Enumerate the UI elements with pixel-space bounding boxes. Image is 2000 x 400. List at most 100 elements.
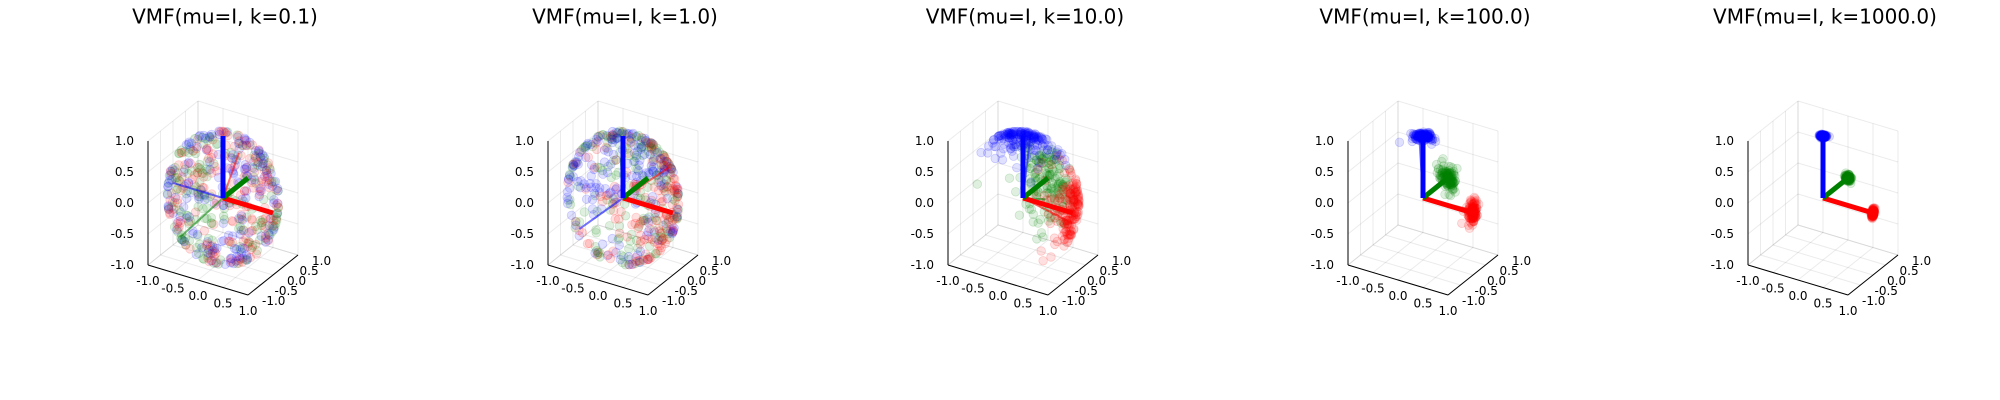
sample-point: [198, 244, 208, 254]
sample-point: [633, 223, 643, 234]
sample-point: [192, 168, 203, 178]
sample-point: [193, 231, 203, 241]
sample-point: [271, 212, 282, 223]
sample-point: [627, 220, 637, 230]
sample-point: [163, 201, 173, 211]
gridline: [197, 224, 299, 256]
sample-point: [244, 153, 255, 164]
sample-point: [194, 192, 205, 202]
z-tick-label: -0.5: [111, 227, 134, 241]
sample-point: [240, 255, 251, 265]
sample-point: [1038, 256, 1048, 266]
sample-point: [164, 178, 174, 188]
sample-point: [183, 158, 193, 169]
sample-point: [163, 202, 174, 212]
sample-point: [238, 140, 248, 151]
sample-point: [239, 133, 250, 144]
sample-point: [257, 217, 268, 227]
sample-point: [629, 148, 640, 158]
sample-point: [631, 212, 641, 223]
sample-point: [256, 220, 267, 231]
sample-point: [172, 219, 183, 229]
sample-point: [582, 239, 593, 249]
sample-point: [171, 185, 182, 195]
sample-point: [983, 148, 993, 158]
y-tick-label: -1.0: [262, 294, 285, 308]
sample-point: [570, 217, 581, 227]
x-axis: [147, 264, 249, 296]
y-tick-label: -0.5: [275, 284, 298, 298]
y-tick-label: -0.5: [675, 284, 698, 298]
sample-point: [216, 236, 227, 247]
sample-point: [647, 191, 658, 202]
sample-point: [580, 143, 590, 153]
sample-point: [260, 233, 271, 243]
sample-point: [626, 229, 637, 240]
sample-point: [264, 182, 274, 193]
sample-point: [565, 183, 575, 193]
gridline: [547, 224, 599, 266]
sample-point: [245, 137, 255, 148]
x-axis: [547, 264, 649, 296]
x-tick-label: -1.0: [936, 274, 959, 288]
sample-point: [614, 240, 624, 250]
sample-point: [203, 245, 214, 255]
sample-point: [207, 255, 217, 266]
sample-point: [632, 146, 643, 157]
sample-point: [1046, 160, 1057, 170]
sample-point: [638, 141, 649, 152]
sample-point: [233, 255, 244, 265]
sample-point: [231, 244, 241, 254]
sample-point: [249, 167, 260, 178]
sample-point: [577, 145, 587, 155]
sample-point: [194, 159, 205, 170]
sample-point: [163, 203, 174, 214]
sample-point: [184, 236, 195, 246]
sample-point: [165, 195, 175, 206]
sample-point: [181, 210, 192, 221]
chart-title: VMF(mu=I, k=1.0): [532, 5, 718, 29]
sample-point: [1049, 233, 1060, 243]
sample-point: [259, 153, 270, 164]
gridline: [172, 244, 274, 276]
x-tick-label: 1.0: [1038, 304, 1057, 318]
sample-point: [176, 147, 186, 158]
sample-point: [202, 144, 212, 155]
sample-point: [574, 147, 585, 158]
mean-axes: [220, 136, 274, 216]
gridline: [572, 232, 624, 273]
sample-point: [201, 145, 212, 155]
sample-point: [181, 140, 192, 150]
sample-point: [223, 230, 234, 241]
sample-point: [195, 164, 206, 175]
x-tick-label: -1.0: [536, 274, 559, 288]
sample-point: [238, 225, 249, 235]
sample-point: [219, 214, 230, 225]
sample-point: [1004, 173, 1015, 183]
sample-point: [1029, 150, 1040, 161]
sample-point: [198, 139, 209, 149]
sample-point: [255, 161, 266, 172]
gridline: [597, 193, 699, 225]
sample-point: [225, 253, 236, 263]
sample-point: [241, 135, 251, 145]
sample-point: [638, 150, 648, 161]
sample-point: [202, 193, 212, 204]
sample-point: [263, 179, 274, 189]
scatter-points: [1394, 127, 1484, 233]
sample-point: [167, 197, 178, 207]
sample-point: [258, 158, 269, 168]
sample-point: [241, 140, 252, 151]
sample-point: [205, 132, 215, 142]
sample-point: [611, 170, 621, 180]
sample-point: [581, 141, 591, 151]
z-tick-label: -0.5: [911, 227, 934, 241]
sample-point: [609, 131, 619, 141]
sample-point: [203, 135, 213, 146]
sample-point: [261, 237, 271, 247]
sample-point: [264, 220, 275, 231]
sample-point: [605, 133, 616, 144]
gridline: [547, 162, 599, 204]
sample-point: [225, 255, 236, 265]
sample-point: [225, 258, 236, 268]
